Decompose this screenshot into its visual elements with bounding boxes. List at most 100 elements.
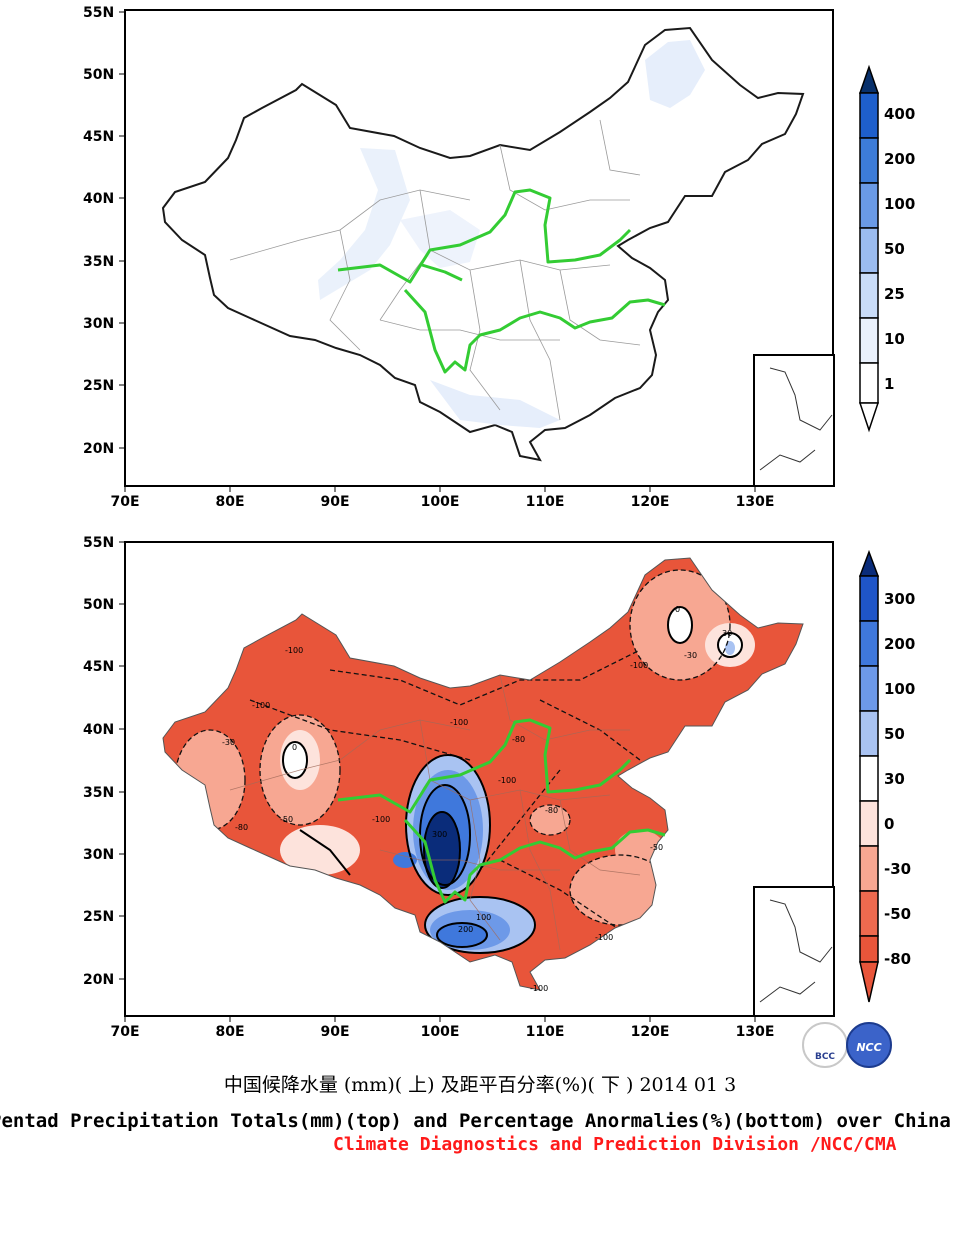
colorbar-label: 100 xyxy=(884,680,915,698)
contour-label: 0 xyxy=(292,743,297,752)
lon-label: 120E xyxy=(631,494,670,510)
colorbar-label: 0 xyxy=(884,815,894,833)
contour-label: -80 xyxy=(235,823,248,832)
colorbar-label: 200 xyxy=(884,150,915,168)
lon-label: 120E xyxy=(631,1024,670,1040)
top-lat-axis: 55N 50N 45N 40N 35N 30N 25N 20N xyxy=(83,5,125,457)
contour-label: -50 xyxy=(280,815,293,824)
lat-label: 45N xyxy=(83,129,114,145)
lat-label: 25N xyxy=(83,378,114,394)
top-china-outline xyxy=(161,26,805,462)
colorbar-label: -50 xyxy=(884,905,911,923)
top-yangtze-river xyxy=(403,288,666,374)
contour-label: -100 xyxy=(498,776,516,785)
contour-label: -80 xyxy=(545,806,558,815)
contour-label: 0 xyxy=(675,605,680,614)
credit-line: Climate Diagnostics and Prediction Divis… xyxy=(333,1134,897,1155)
lon-label: 130E xyxy=(736,494,775,510)
bottom-yellow-river xyxy=(337,718,632,814)
lon-label: 100E xyxy=(421,494,460,510)
contour-label: -100 xyxy=(595,933,613,942)
lat-label: 55N xyxy=(83,535,114,551)
top-colorbar: 400 200 100 50 25 10 1 xyxy=(858,64,915,433)
lon-label: 90E xyxy=(320,494,349,510)
lat-label: 30N xyxy=(83,316,114,332)
colorbar-label: 30 xyxy=(884,770,905,788)
top-rivers xyxy=(337,188,666,374)
lon-label: 100E xyxy=(421,1024,460,1040)
lon-label: 110E xyxy=(526,1024,565,1040)
lat-label: 20N xyxy=(83,972,114,988)
lat-label: 30N xyxy=(83,847,114,863)
top-south-china-sea-inset xyxy=(753,354,835,487)
bottom-inset-coastline xyxy=(759,899,833,1003)
bcc-logo-text: BCC xyxy=(814,1052,836,1062)
top-map-svg: 55N 50N 45N 40N 35N 30N 25N 20N 70E 80E … xyxy=(83,5,915,510)
lat-label: 35N xyxy=(83,785,114,801)
contour-label: -100 xyxy=(285,646,303,655)
colorbar-label: -80 xyxy=(884,950,911,968)
top-rain-area-northeast xyxy=(645,40,705,108)
colorbar-label: 400 xyxy=(884,105,915,123)
contour-label: -100 xyxy=(530,984,548,993)
top-precipitation-map: 55N 50N 45N 40N 35N 30N 25N 20N 70E 80E … xyxy=(0,0,960,530)
english-caption: Pentad Precipitation Totals(mm)(top) and… xyxy=(0,1110,951,1132)
colorbar-top-arrow xyxy=(858,64,880,94)
lon-label: 110E xyxy=(526,494,565,510)
top-inset-coastline xyxy=(759,367,833,471)
bottom-south-china-sea-inset xyxy=(753,886,835,1017)
colorbar-label: 1 xyxy=(884,375,894,393)
lat-label: 35N xyxy=(83,254,114,270)
colorbar-top-arrow xyxy=(858,549,880,577)
bottom-china-outline xyxy=(162,557,804,991)
lon-label: 90E xyxy=(320,1024,349,1040)
top-rain-area-west xyxy=(318,148,410,300)
lon-label: 70E xyxy=(110,1024,139,1040)
top-rain-area-central xyxy=(400,210,480,268)
colorbar-bottom-arrow xyxy=(858,402,880,433)
top-yellow-river-branch xyxy=(421,263,463,282)
colorbar-label: 300 xyxy=(884,590,915,608)
contour-label: -100 xyxy=(252,701,270,710)
top-lon-axis: 70E 80E 90E 100E 110E 120E 130E xyxy=(110,486,774,510)
bottom-lat-axis: 55N 50N 45N 40N 35N 30N 25N 20N xyxy=(83,535,125,988)
contour-label: 30 xyxy=(722,629,732,638)
colorbar-label: 10 xyxy=(884,330,905,348)
bottom-anomaly-fields xyxy=(175,570,755,953)
bottom-contour-labels: -100 -100 -100 -100 -100 -100 -100 -100 … xyxy=(222,605,732,993)
bottom-province-borders xyxy=(229,674,641,951)
contour-label: -80 xyxy=(512,735,525,744)
contour-label: 300 xyxy=(432,830,447,839)
lon-label: 70E xyxy=(110,494,139,510)
colorbar-label: -30 xyxy=(884,860,911,878)
colorbar-label: 50 xyxy=(884,240,905,258)
lat-label: 55N xyxy=(83,5,114,21)
contour-label: 100 xyxy=(476,913,491,922)
chinese-caption: 中国候降水量 (mm)( 上) 及距平百分率(%)( 下 ) 2014 01 3 xyxy=(223,1074,737,1096)
lon-label: 80E xyxy=(215,494,244,510)
lat-label: 50N xyxy=(83,67,114,83)
bottom-map-svg: -100 -100 -100 -100 -100 -100 -100 -100 … xyxy=(83,535,915,1040)
contour-label: -30 xyxy=(684,651,697,660)
bottom-yangtze-river xyxy=(403,818,666,904)
top-yellow-river xyxy=(337,188,632,284)
lat-label: 20N xyxy=(83,441,114,457)
ncc-logo-text: NCC xyxy=(856,1041,882,1054)
top-rain-area-south xyxy=(430,380,560,428)
bottom-rivers xyxy=(337,718,666,904)
contour-label: -100 xyxy=(450,718,468,727)
top-province-borders xyxy=(229,119,641,421)
colorbar-label: 25 xyxy=(884,285,905,303)
bottom-lon-axis: 70E 80E 90E 100E 110E 120E 130E xyxy=(110,1016,774,1040)
contour-label: -100 xyxy=(372,815,390,824)
lat-label: 40N xyxy=(83,722,114,738)
colorbar-label: 200 xyxy=(884,635,915,653)
lat-label: 45N xyxy=(83,659,114,675)
lat-label: 40N xyxy=(83,191,114,207)
contour-label: -30 xyxy=(222,738,235,747)
contour-label: -100 xyxy=(630,661,648,670)
contour-label: 200 xyxy=(458,925,473,934)
lon-label: 80E xyxy=(215,1024,244,1040)
colorbar-label: 100 xyxy=(884,195,915,213)
bottom-anomaly-map: -100 -100 -100 -100 -100 -100 -100 -100 … xyxy=(0,530,960,1060)
